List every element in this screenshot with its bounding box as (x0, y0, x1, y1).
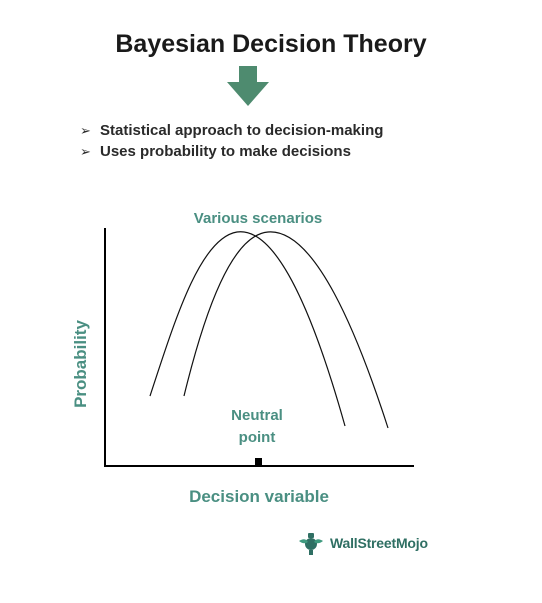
neutral-point-label-line1: Neutral (231, 407, 283, 424)
neutral-point-marker (255, 458, 262, 465)
scenario-curve-2 (183, 231, 389, 429)
x-axis-label: Decision variable (189, 487, 329, 506)
wallstreetmojo-logo: WallStreetMojo (296, 528, 428, 558)
diagram-title: Bayesian Decision Theory (115, 30, 427, 58)
curve-label: Various scenarios (194, 210, 322, 227)
bullet-item: ➢ Uses probability to make decisions (80, 141, 383, 162)
probability-diagram: Various scenarios Probability Neutral po… (71, 210, 414, 506)
y-axis-label: Probability (71, 320, 90, 408)
logo-mark-icon (299, 533, 323, 555)
neutral-point-label-line2: point (239, 429, 276, 446)
arrow-bullet-icon: ➢ (80, 123, 91, 138)
logo-text: WallStreetMojo (330, 535, 428, 551)
bullet-text: Statistical approach to decision-making (100, 122, 384, 139)
scenario-curve-1 (149, 231, 346, 427)
bullet-list: ➢ Statistical approach to decision-making… (80, 120, 383, 162)
bullet-text: Uses probability to make decisions (100, 143, 351, 160)
arrow-bullet-icon: ➢ (80, 144, 91, 159)
down-arrow-icon (227, 66, 269, 106)
bullet-item: ➢ Statistical approach to decision-making (80, 120, 383, 141)
